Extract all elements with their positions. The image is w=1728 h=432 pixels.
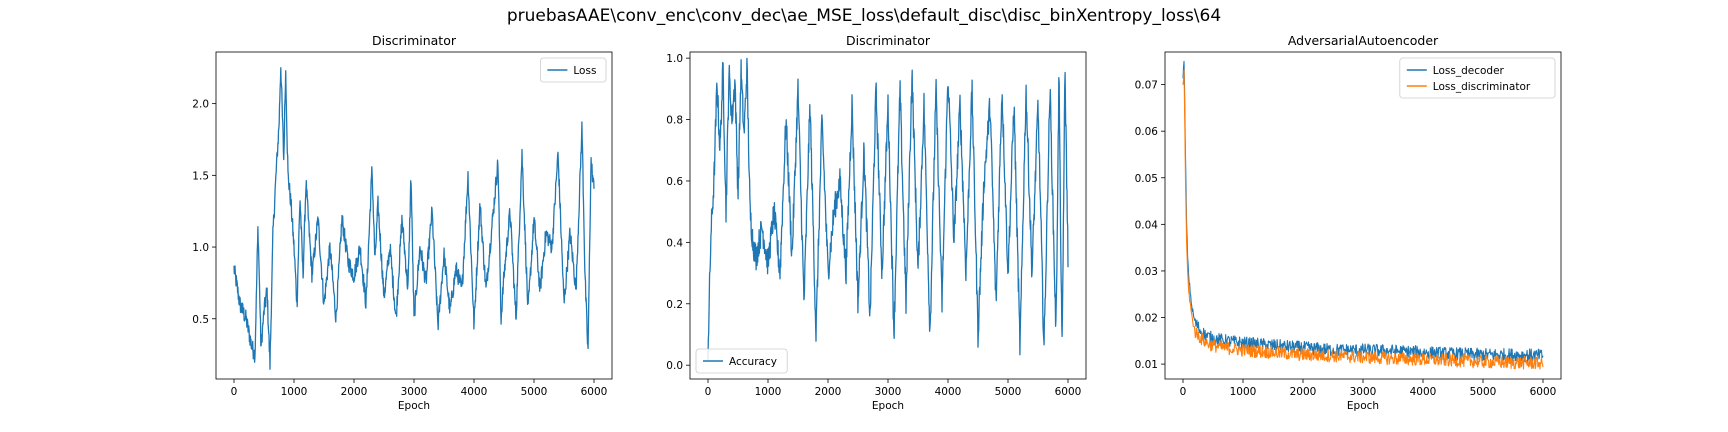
figure-suptitle: pruebasAAE\conv_enc\conv_dec\ae_MSE_loss… [507, 6, 1221, 26]
chart-accuracy: Discriminator 0 1000 2000 3000 4000 5000 6000 0.… [666, 33, 1087, 412]
x-tick-label: 0 [1180, 386, 1187, 398]
y-tick-label: 0.8 [666, 115, 683, 127]
y-tick-label: 1.0 [666, 53, 683, 65]
chart-title: AdversarialAutoencoder [1288, 33, 1439, 48]
x-tick-label: 1000 [755, 386, 782, 398]
chart-title: Discriminator [372, 33, 457, 48]
y-tick-label: 0.07 [1135, 80, 1158, 92]
x-tick-label: 0 [705, 386, 712, 398]
x-tick-label: 3000 [875, 386, 902, 398]
x-tick-label: 5000 [1470, 386, 1497, 398]
chart-title: Discriminator [846, 33, 931, 48]
chart-loss: Discriminator 0 1000 2000 3000 4000 5000 6000 0.… [192, 33, 613, 412]
y-tick-label: 0.5 [192, 314, 209, 326]
x-tick-label: 1000 [1230, 386, 1257, 398]
plot-frame [215, 51, 613, 380]
x-tick-label: 6000 [581, 386, 608, 398]
series-line-loss-discriminator [1182, 69, 1544, 370]
legend-box [1399, 57, 1556, 99]
x-tick-label: 4000 [935, 386, 962, 398]
legend-label: Loss [573, 65, 596, 77]
series-line-loss-decoder [1182, 60, 1544, 363]
x-tick-label: 4000 [461, 386, 488, 398]
x-tick-label: 5000 [521, 386, 548, 398]
x-tick-label: 2000 [1290, 386, 1317, 398]
chart-autoencoder: AdversarialAutoencoder 0 1000 2000 3000 4000 5… [1135, 33, 1562, 412]
y-tick-label: 0.4 [666, 237, 683, 249]
y-tick-label: 1.0 [192, 242, 209, 254]
x-tick-label: 1000 [281, 386, 308, 398]
x-tick-label: 3000 [401, 386, 428, 398]
x-tick-label: 0 [231, 386, 238, 398]
legend-label: Accuracy [729, 356, 777, 368]
legend-box [540, 57, 607, 83]
legend: Accuracy [695, 348, 788, 374]
x-tick-label: 5000 [995, 386, 1022, 398]
x-tick-label: 6000 [1530, 386, 1557, 398]
legend: Loss_decoder Loss_discriminator [1399, 57, 1556, 99]
y-tick-label: 0.03 [1135, 266, 1158, 278]
x-tick-label: 4000 [1410, 386, 1437, 398]
y-tick-label: 0.06 [1135, 126, 1159, 138]
legend-box [695, 348, 788, 374]
y-tick-label: 0.6 [666, 176, 683, 188]
y-tick-label: 0.2 [666, 299, 683, 311]
y-tick-label: 1.5 [192, 170, 209, 182]
y-tick-label: 0.01 [1135, 359, 1158, 371]
y-tick-label: 0.04 [1135, 219, 1159, 231]
plot-frame [1164, 51, 1562, 380]
y-tick-label: 0.02 [1135, 313, 1158, 325]
y-tick-label: 0.05 [1135, 173, 1158, 185]
series-line-loss [233, 67, 595, 370]
x-axis-label: Epoch [1347, 400, 1379, 412]
x-tick-label: 2000 [815, 386, 842, 398]
y-tick-label: 2.0 [192, 99, 209, 111]
x-axis-label: Epoch [398, 400, 430, 412]
legend-label: Loss_decoder [1433, 65, 1505, 77]
series-line-accuracy [707, 57, 1069, 362]
legend: Loss [540, 57, 607, 83]
plot-frame [689, 51, 1087, 380]
legend-label: Loss_discriminator [1433, 81, 1531, 93]
x-tick-label: 6000 [1055, 386, 1082, 398]
x-axis-label: Epoch [872, 400, 904, 412]
y-tick-label: 0.0 [666, 360, 683, 372]
x-tick-label: 2000 [341, 386, 368, 398]
x-tick-label: 3000 [1350, 386, 1377, 398]
